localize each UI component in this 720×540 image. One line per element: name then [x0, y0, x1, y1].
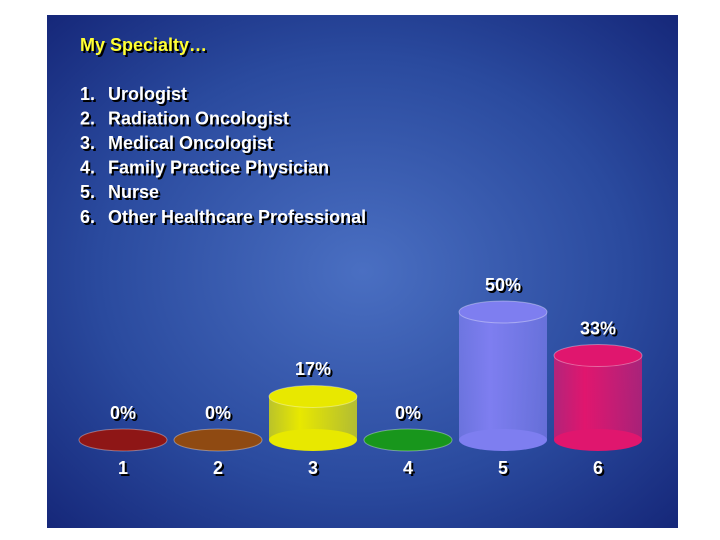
value-label: 0%: [395, 403, 421, 423]
bar: [459, 312, 547, 440]
bar-top: [173, 428, 263, 452]
bar-top: [363, 428, 453, 452]
option-number: 4.: [80, 158, 95, 178]
value-label: 33%: [580, 318, 616, 338]
option-text: Family Practice Physician: [108, 158, 329, 178]
bar-top: [268, 384, 358, 408]
options-list: 1. Urologist 2. Radiation Oncologist 3. Medic…: [80, 84, 366, 227]
bar-top: [78, 428, 168, 452]
option-number: 6.: [80, 207, 95, 227]
option-number: 5.: [80, 182, 95, 202]
option-text: Urologist: [108, 84, 187, 104]
option-number: 3.: [80, 133, 95, 153]
x-tick-label: 6: [593, 458, 603, 478]
plot: 0% 1 0% 2 17% 3 0% 4 50% 5 33% 6: [78, 275, 643, 478]
option-number: 1.: [80, 84, 95, 104]
value-label: 50%: [485, 275, 521, 295]
option-text: Medical Oncologist: [108, 133, 273, 153]
value-label: 17%: [295, 359, 331, 379]
x-tick-label: 3: [308, 458, 318, 478]
option-text: Radiation Oncologist: [108, 108, 289, 128]
bar-top: [553, 344, 643, 368]
bar-top: [458, 300, 548, 324]
x-tick-label: 2: [213, 458, 223, 478]
chart-title: My Specialty…: [80, 35, 207, 55]
value-label: 0%: [110, 403, 136, 423]
option-text: Nurse: [108, 182, 159, 202]
x-tick-label: 4: [403, 458, 413, 478]
option-number: 2.: [80, 108, 95, 128]
x-tick-label: 1: [118, 458, 128, 478]
value-label: 0%: [205, 403, 231, 423]
x-tick-label: 5: [498, 458, 508, 478]
option-text: Other Healthcare Professional: [108, 207, 366, 227]
bar: [554, 355, 642, 440]
